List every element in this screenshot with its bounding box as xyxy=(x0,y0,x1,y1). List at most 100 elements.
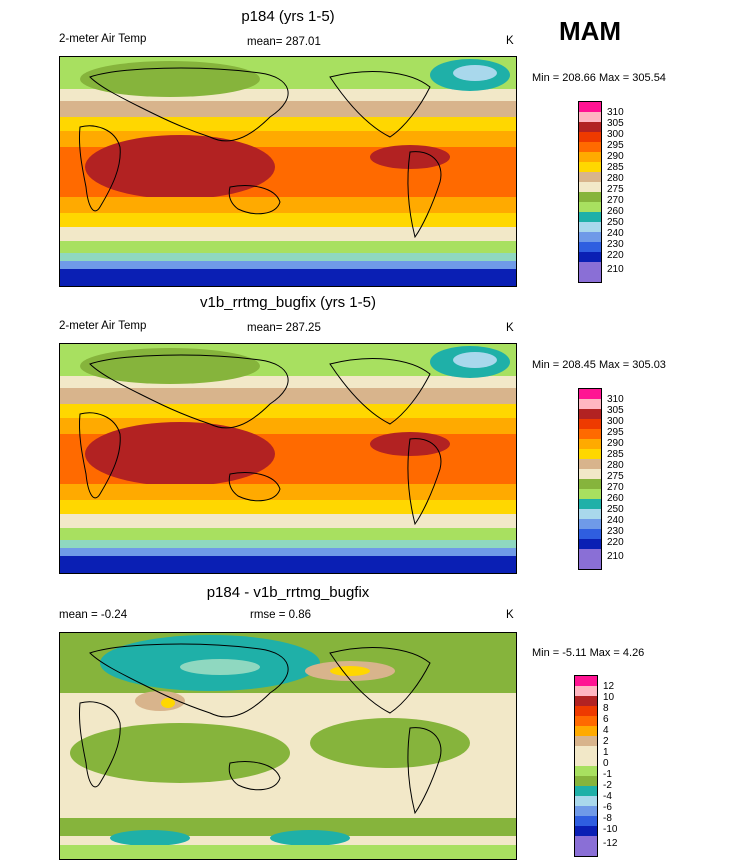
panel3-colorbar-tick: -8 xyxy=(603,813,612,824)
panel3-minmax-label: Min = -5.11 Max = 4.26 xyxy=(532,647,645,659)
panel3-units-label: K xyxy=(506,609,514,621)
panel1-colorbar-tick: 250 xyxy=(607,217,624,228)
panel2-colorbar-tick: 305 xyxy=(607,405,624,416)
panel3-antarctic-anomaly-east xyxy=(270,830,350,846)
panel1-minmax-label: Min = 208.66 Max = 305.54 xyxy=(532,72,666,84)
panel3-colorbar-box xyxy=(575,706,597,716)
panel3-map xyxy=(59,632,517,860)
panel2-colorbar-tick: 285 xyxy=(607,449,624,460)
panel1-colorbar-tick: 295 xyxy=(607,140,624,151)
panel1-colorbar-tick: 220 xyxy=(607,250,624,261)
panel1-colorbar-tick: 270 xyxy=(607,195,624,206)
panel1-colorbar-box xyxy=(579,242,601,252)
panel2-mean-label: mean= 287.25 xyxy=(247,322,321,334)
panel2-colorbar: 310 305 300 295 290 285 280 275 270 260 … xyxy=(578,388,624,570)
panel3-colorbar-tick: 2 xyxy=(603,736,609,747)
panel1-warm-pool xyxy=(85,135,275,199)
panel3-colorbar-tick: -1 xyxy=(603,769,612,780)
panel1-colorbar-box xyxy=(579,162,601,172)
panel2-band-hot-south xyxy=(60,484,516,500)
panel1-colorbar-box xyxy=(579,202,601,212)
panel2-colorbar-tick: 270 xyxy=(607,482,624,493)
panel3-title: p184 - v1b_rrtmg_bugfix xyxy=(206,584,370,601)
panel2-colorbar-box xyxy=(579,499,601,509)
panel2-band-cool-south xyxy=(60,528,516,540)
panel1-colorbar-tick: 240 xyxy=(607,228,624,239)
panel3-band-south xyxy=(60,818,516,836)
panel2-band-antarctica xyxy=(60,556,516,573)
panel3-colorbar-tick: 4 xyxy=(603,725,609,736)
panel1-colorbar: 310 305 300 295 290 285 280 275 270 260 … xyxy=(578,101,624,283)
panel2-siberia-cold xyxy=(80,348,260,384)
panel2-colorbar-tick: 230 xyxy=(607,526,624,537)
panel2-colorbar-box xyxy=(579,399,601,409)
panel1-coast-south-america xyxy=(407,151,442,239)
panel2-colorbar-box xyxy=(579,389,601,399)
panel1-atlantic-warm xyxy=(370,145,450,169)
panel3-colorbar-box xyxy=(575,726,597,736)
panel3-colorbar-box xyxy=(575,816,597,826)
panel3-coast-north-america xyxy=(329,647,431,714)
panel1-colorbar-tick: 300 xyxy=(607,129,624,140)
panel2-band-warm-south xyxy=(60,500,516,514)
panel2-colorbar-box xyxy=(579,419,601,429)
panel1-band-mild-south xyxy=(60,227,516,241)
panel3-colorbar-tick: -10 xyxy=(603,824,618,835)
panel3-mean-label: mean = -0.24 xyxy=(59,609,128,621)
panel1-band-warm-north xyxy=(60,117,516,131)
panel1-colorbar-box xyxy=(579,122,601,132)
panel1-colorbar-tick: 290 xyxy=(607,151,624,162)
panel3-antarctic-anomaly-west xyxy=(110,830,190,846)
panel2-minmax-label: Min = 208.45 Max = 305.03 xyxy=(532,359,666,371)
panel2-coast-eurasia xyxy=(89,354,289,429)
panel3-colorbar-tick: -4 xyxy=(603,791,612,802)
panel1-colorbar-box xyxy=(579,102,601,112)
panel2-coast-south-america xyxy=(407,438,442,526)
panel3-tibet-core xyxy=(161,698,175,708)
panel3-colorbar-tick: 6 xyxy=(603,714,609,725)
panel1-colorbar-box xyxy=(579,142,601,152)
panel3-colorbar-tick: -6 xyxy=(603,802,612,813)
panel2-title: v1b_rrtmg_bugfix (yrs 1-5) xyxy=(200,294,376,311)
panel3-pacific-negative xyxy=(310,718,470,768)
panel1-variable-label: 2-meter Air Temp xyxy=(59,33,147,45)
panel2-colorbar-box xyxy=(579,439,601,449)
panel2-map xyxy=(59,343,517,574)
panel1-greenland-core xyxy=(453,65,497,81)
panel2-colorbar-box xyxy=(579,509,601,519)
panel1-colorbar-box xyxy=(579,262,601,282)
panel2-colorbar-tick: 310 xyxy=(607,394,624,405)
panel1-units-label: K xyxy=(506,35,514,47)
panel1-coast-africa xyxy=(79,125,121,212)
panel3-coast-africa xyxy=(79,701,121,788)
panel3-contour-field xyxy=(60,633,516,859)
panel1-colorbar-box xyxy=(579,212,601,222)
panel2-colorbar-box xyxy=(579,459,601,469)
panel2-variable-label: 2-meter Air Temp xyxy=(59,320,147,332)
panel1-band-warm-south xyxy=(60,213,516,227)
panel3-colorbar-box xyxy=(575,776,597,786)
panel1-colorbar-box xyxy=(579,232,601,242)
panel1-title: p184 (yrs 1-5) xyxy=(241,8,335,25)
panel3-colorbar-tick: -12 xyxy=(603,838,618,849)
panel2-colorbar-tick: 295 xyxy=(607,427,624,438)
panel3-colorbar-box xyxy=(575,696,597,706)
panel1-colorbar-tick: 310 xyxy=(607,107,624,118)
panel3-colorbar-box xyxy=(575,676,597,686)
panel2-units-label: K xyxy=(506,322,514,334)
panel1-colorbar-tick: 260 xyxy=(607,206,624,217)
panel2-colorbar-box xyxy=(579,429,601,439)
panel2-band-mid-north xyxy=(60,388,516,404)
panel2-colorbar-box xyxy=(579,519,601,529)
panel1-colorbar-box xyxy=(579,112,601,122)
panel3-colorbar-box xyxy=(575,686,597,696)
panel2-colorbar-box xyxy=(579,549,601,569)
panel3-colorbar-tick: 8 xyxy=(603,703,609,714)
panel1-mean-label: mean= 287.01 xyxy=(247,36,321,48)
panel1-band-cold-south xyxy=(60,253,516,261)
panel3-colorbar-tick: 0 xyxy=(603,758,609,769)
panel3-rmse-label: rmse = 0.86 xyxy=(250,609,312,621)
panel1-colorbar-box xyxy=(579,152,601,162)
panel1-band-mid-north xyxy=(60,101,516,117)
panel1-colorbar-tick: 210 xyxy=(607,264,624,275)
